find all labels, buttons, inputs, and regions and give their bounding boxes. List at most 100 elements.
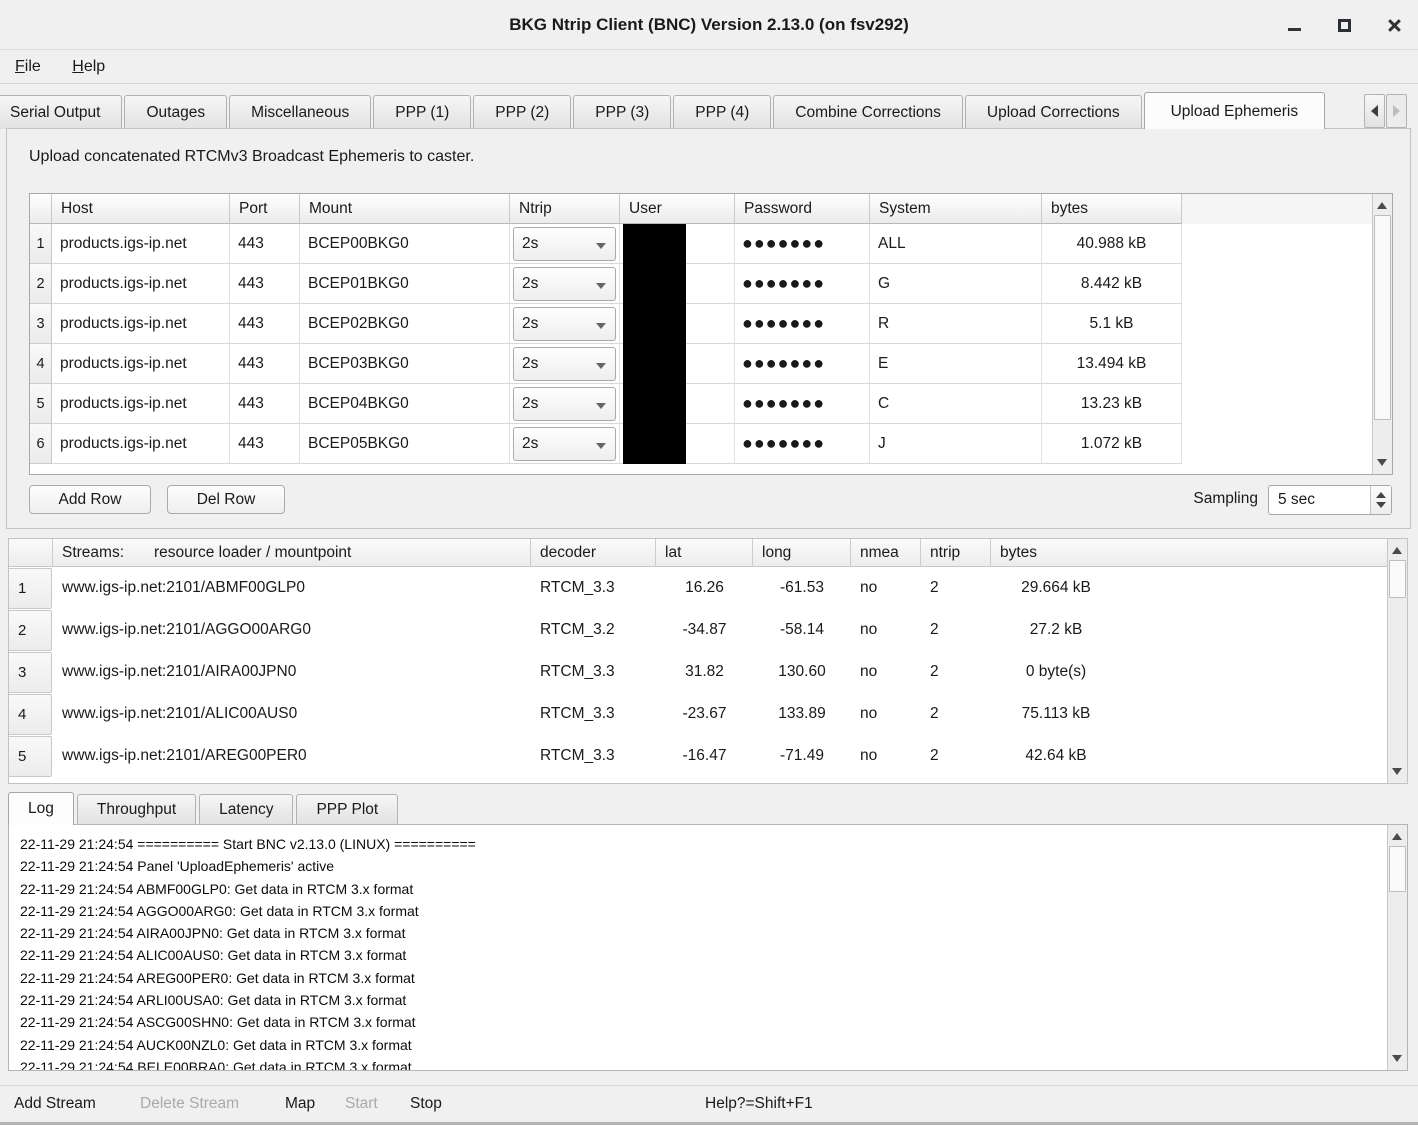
row-number[interactable]: 2 bbox=[30, 264, 52, 304]
scroll-up-icon[interactable] bbox=[1392, 833, 1402, 840]
delete-stream-button[interactable]: Delete Stream bbox=[140, 1095, 240, 1112]
scrollbar-thumb[interactable] bbox=[1374, 215, 1391, 420]
column-header-system[interactable]: System bbox=[870, 194, 1042, 224]
ntrip-version-dropdown[interactable]: 2s bbox=[513, 306, 616, 341]
cell-system[interactable]: ALL bbox=[870, 224, 1042, 264]
row-number[interactable]: 1 bbox=[30, 224, 52, 264]
stream-row[interactable]: 5 www.igs-ip.net:2101/AREG00PER0 RTCM_3.… bbox=[9, 735, 1387, 777]
ntrip-version-dropdown[interactable]: 2s bbox=[513, 266, 616, 301]
cell-system[interactable]: J bbox=[870, 424, 1042, 464]
tab-combine-corrections[interactable]: Combine Corrections bbox=[773, 95, 963, 129]
tab-log[interactable]: Log bbox=[8, 792, 74, 825]
add-stream-button[interactable]: Add Stream bbox=[14, 1095, 96, 1112]
tab-serial-output[interactable]: Serial Output bbox=[0, 95, 123, 129]
scroll-down-icon[interactable] bbox=[1392, 768, 1402, 775]
ntrip-version-dropdown[interactable]: 2s bbox=[513, 346, 616, 381]
cell-mount[interactable]: BCEP02BKG0 bbox=[300, 304, 510, 344]
stream-row[interactable]: 4 www.igs-ip.net:2101/ALIC00AUS0 RTCM_3.… bbox=[9, 693, 1387, 735]
cell-host[interactable]: products.igs-ip.net bbox=[52, 224, 230, 264]
stream-row[interactable]: 1 www.igs-ip.net:2101/ABMF00GLP0 RTCM_3.… bbox=[9, 567, 1387, 609]
cell-host[interactable]: products.igs-ip.net bbox=[52, 384, 230, 424]
stream-row-number[interactable]: 4 bbox=[9, 694, 52, 735]
cell-port[interactable]: 443 bbox=[230, 424, 300, 464]
sampling-spinbox[interactable]: 5 sec bbox=[1268, 485, 1392, 515]
cell-password[interactable]: ●●●●●●● bbox=[735, 384, 870, 424]
column-header-ntrip[interactable]: Ntrip bbox=[510, 194, 620, 224]
del-row-button[interactable]: Del Row bbox=[167, 485, 285, 514]
cell-system[interactable]: C bbox=[870, 384, 1042, 424]
tab-ppp-3[interactable]: PPP (3) bbox=[573, 95, 672, 129]
tab-upload-ephemeris[interactable]: Upload Ephemeris bbox=[1143, 92, 1326, 129]
cell-port[interactable]: 443 bbox=[230, 224, 300, 264]
log-scrollbar[interactable] bbox=[1387, 825, 1407, 1070]
column-header-ntrip[interactable]: ntrip bbox=[921, 539, 991, 567]
cell-mount[interactable]: BCEP01BKG0 bbox=[300, 264, 510, 304]
stream-row-number[interactable]: 2 bbox=[9, 610, 52, 651]
titlebar[interactable]: BKG Ntrip Client (BNC) Version 2.13.0 (o… bbox=[0, 0, 1418, 50]
column-header-user[interactable]: User bbox=[620, 194, 735, 224]
cell-host[interactable]: products.igs-ip.net bbox=[52, 264, 230, 304]
column-header-long[interactable]: long bbox=[753, 539, 851, 567]
stream-row[interactable]: 3 www.igs-ip.net:2101/AIRA00JPN0 RTCM_3.… bbox=[9, 651, 1387, 693]
tab-upload-corrections[interactable]: Upload Corrections bbox=[964, 95, 1142, 129]
add-row-button[interactable]: Add Row bbox=[29, 485, 151, 514]
menu-help[interactable]: Help bbox=[72, 58, 106, 75]
cell-mount[interactable]: BCEP00BKG0 bbox=[300, 224, 510, 264]
cell-host[interactable]: products.igs-ip.net bbox=[52, 424, 230, 464]
cell-system[interactable]: R bbox=[870, 304, 1042, 344]
column-header-host[interactable]: Host bbox=[52, 194, 230, 224]
map-button[interactable]: Map bbox=[285, 1095, 316, 1112]
column-header-nmea[interactable]: nmea bbox=[851, 539, 921, 567]
column-header-bytes[interactable]: bytes bbox=[991, 539, 1387, 567]
stream-row-number[interactable]: 3 bbox=[9, 652, 52, 693]
stream-row-number[interactable]: 5 bbox=[9, 736, 52, 777]
column-header-port[interactable]: Port bbox=[230, 194, 300, 224]
spin-down-icon[interactable] bbox=[1376, 502, 1386, 508]
close-button[interactable] bbox=[1384, 15, 1404, 35]
scroll-up-icon[interactable] bbox=[1392, 547, 1402, 554]
tab-miscellaneous[interactable]: Miscellaneous bbox=[229, 95, 372, 129]
scrollbar-thumb[interactable] bbox=[1389, 846, 1406, 892]
cell-system[interactable]: G bbox=[870, 264, 1042, 304]
cell-port[interactable]: 443 bbox=[230, 344, 300, 384]
column-header-lat[interactable]: lat bbox=[656, 539, 753, 567]
column-header-mountpoint[interactable]: Streams: resource loader / mountpoint bbox=[53, 539, 531, 567]
cell-mount[interactable]: BCEP05BKG0 bbox=[300, 424, 510, 464]
start-button[interactable]: Start bbox=[345, 1095, 378, 1112]
cell-port[interactable]: 443 bbox=[230, 264, 300, 304]
tab-scroll-right-button[interactable] bbox=[1386, 94, 1407, 128]
cell-mount[interactable]: BCEP03BKG0 bbox=[300, 344, 510, 384]
cell-host[interactable]: products.igs-ip.net bbox=[52, 304, 230, 344]
cell-password[interactable]: ●●●●●●● bbox=[735, 424, 870, 464]
tab-ppp-1[interactable]: PPP (1) bbox=[373, 95, 472, 129]
cell-port[interactable]: 443 bbox=[230, 304, 300, 344]
column-header-bytes[interactable]: bytes bbox=[1042, 194, 1182, 224]
tab-ppp-plot[interactable]: PPP Plot bbox=[296, 794, 399, 824]
scroll-down-icon[interactable] bbox=[1377, 459, 1387, 466]
cell-port[interactable]: 443 bbox=[230, 384, 300, 424]
spin-buttons[interactable] bbox=[1370, 486, 1391, 514]
tab-outages[interactable]: Outages bbox=[124, 95, 228, 129]
spin-up-icon[interactable] bbox=[1376, 492, 1386, 498]
row-number[interactable]: 6 bbox=[30, 424, 52, 464]
cell-password[interactable]: ●●●●●●● bbox=[735, 264, 870, 304]
ntrip-version-dropdown[interactable]: 2s bbox=[513, 226, 616, 261]
tab-ppp-4[interactable]: PPP (4) bbox=[673, 95, 772, 129]
row-number[interactable]: 3 bbox=[30, 304, 52, 344]
cell-password[interactable]: ●●●●●●● bbox=[735, 344, 870, 384]
cell-system[interactable]: E bbox=[870, 344, 1042, 384]
scroll-down-icon[interactable] bbox=[1392, 1055, 1402, 1062]
cell-host[interactable]: products.igs-ip.net bbox=[52, 344, 230, 384]
stream-row-number[interactable]: 1 bbox=[9, 568, 52, 609]
column-header-password[interactable]: Password bbox=[735, 194, 870, 224]
cell-password[interactable]: ●●●●●●● bbox=[735, 224, 870, 264]
column-header-decoder[interactable]: decoder bbox=[531, 539, 656, 567]
tab-latency[interactable]: Latency bbox=[199, 794, 294, 824]
maximize-button[interactable] bbox=[1334, 15, 1354, 35]
cell-password[interactable]: ●●●●●●● bbox=[735, 304, 870, 344]
ntrip-version-dropdown[interactable]: 2s bbox=[513, 386, 616, 421]
tab-ppp-2[interactable]: PPP (2) bbox=[473, 95, 572, 129]
scrollbar-thumb[interactable] bbox=[1389, 560, 1406, 598]
stream-row[interactable]: 2 www.igs-ip.net:2101/AGGO00ARG0 RTCM_3.… bbox=[9, 609, 1387, 651]
cell-mount[interactable]: BCEP04BKG0 bbox=[300, 384, 510, 424]
